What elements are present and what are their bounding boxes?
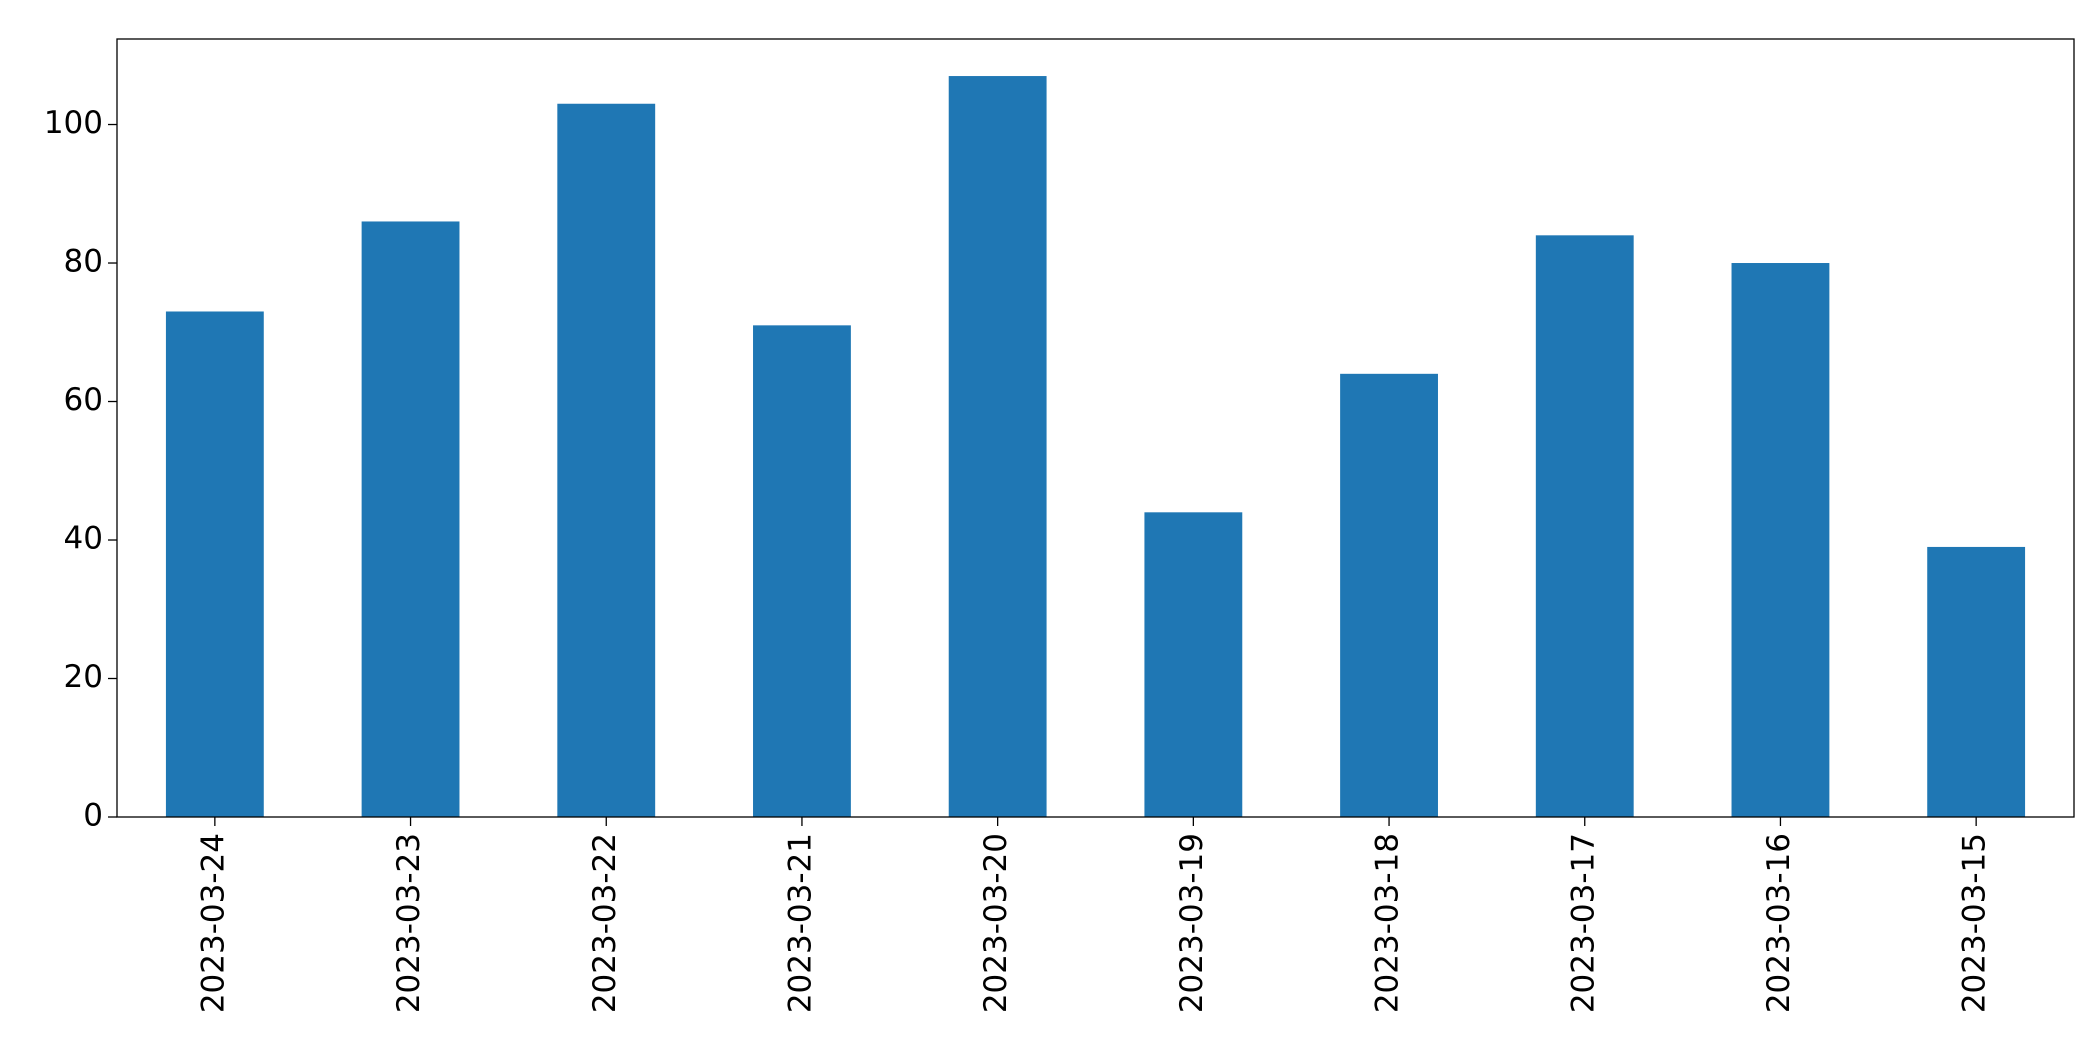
x-tick-label: 2023-03-24 <box>195 833 231 1013</box>
x-tick-label: 2023-03-20 <box>978 833 1014 1013</box>
bar <box>948 76 1047 818</box>
bar <box>165 311 264 817</box>
bar <box>557 103 656 818</box>
y-tick-label: 40 <box>64 521 103 557</box>
y-tick-label: 80 <box>64 244 103 280</box>
bar <box>1144 512 1243 817</box>
x-tick-label: 2023-03-16 <box>1761 833 1797 1013</box>
x-tick-label: 2023-03-17 <box>1565 833 1601 1013</box>
bar <box>1927 546 2026 817</box>
x-tick-label: 2023-03-21 <box>782 833 818 1013</box>
bar <box>1731 263 1830 817</box>
x-tick-label: 2023-03-15 <box>1957 833 1993 1013</box>
bar <box>361 221 460 817</box>
plot-frame <box>116 38 2075 818</box>
y-tick-label: 0 <box>83 798 103 834</box>
y-tick-label: 20 <box>64 659 103 695</box>
y-tick-label: 60 <box>64 382 103 418</box>
x-tick-label: 2023-03-22 <box>587 833 623 1013</box>
bar <box>753 325 851 817</box>
x-tick-label: 2023-03-18 <box>1370 833 1406 1013</box>
bar <box>1535 235 1634 818</box>
x-tick-label: 2023-03-19 <box>1174 833 1210 1013</box>
bar <box>1340 373 1438 817</box>
x-tick-label: 2023-03-23 <box>391 833 427 1013</box>
y-tick-label: 100 <box>44 105 103 141</box>
